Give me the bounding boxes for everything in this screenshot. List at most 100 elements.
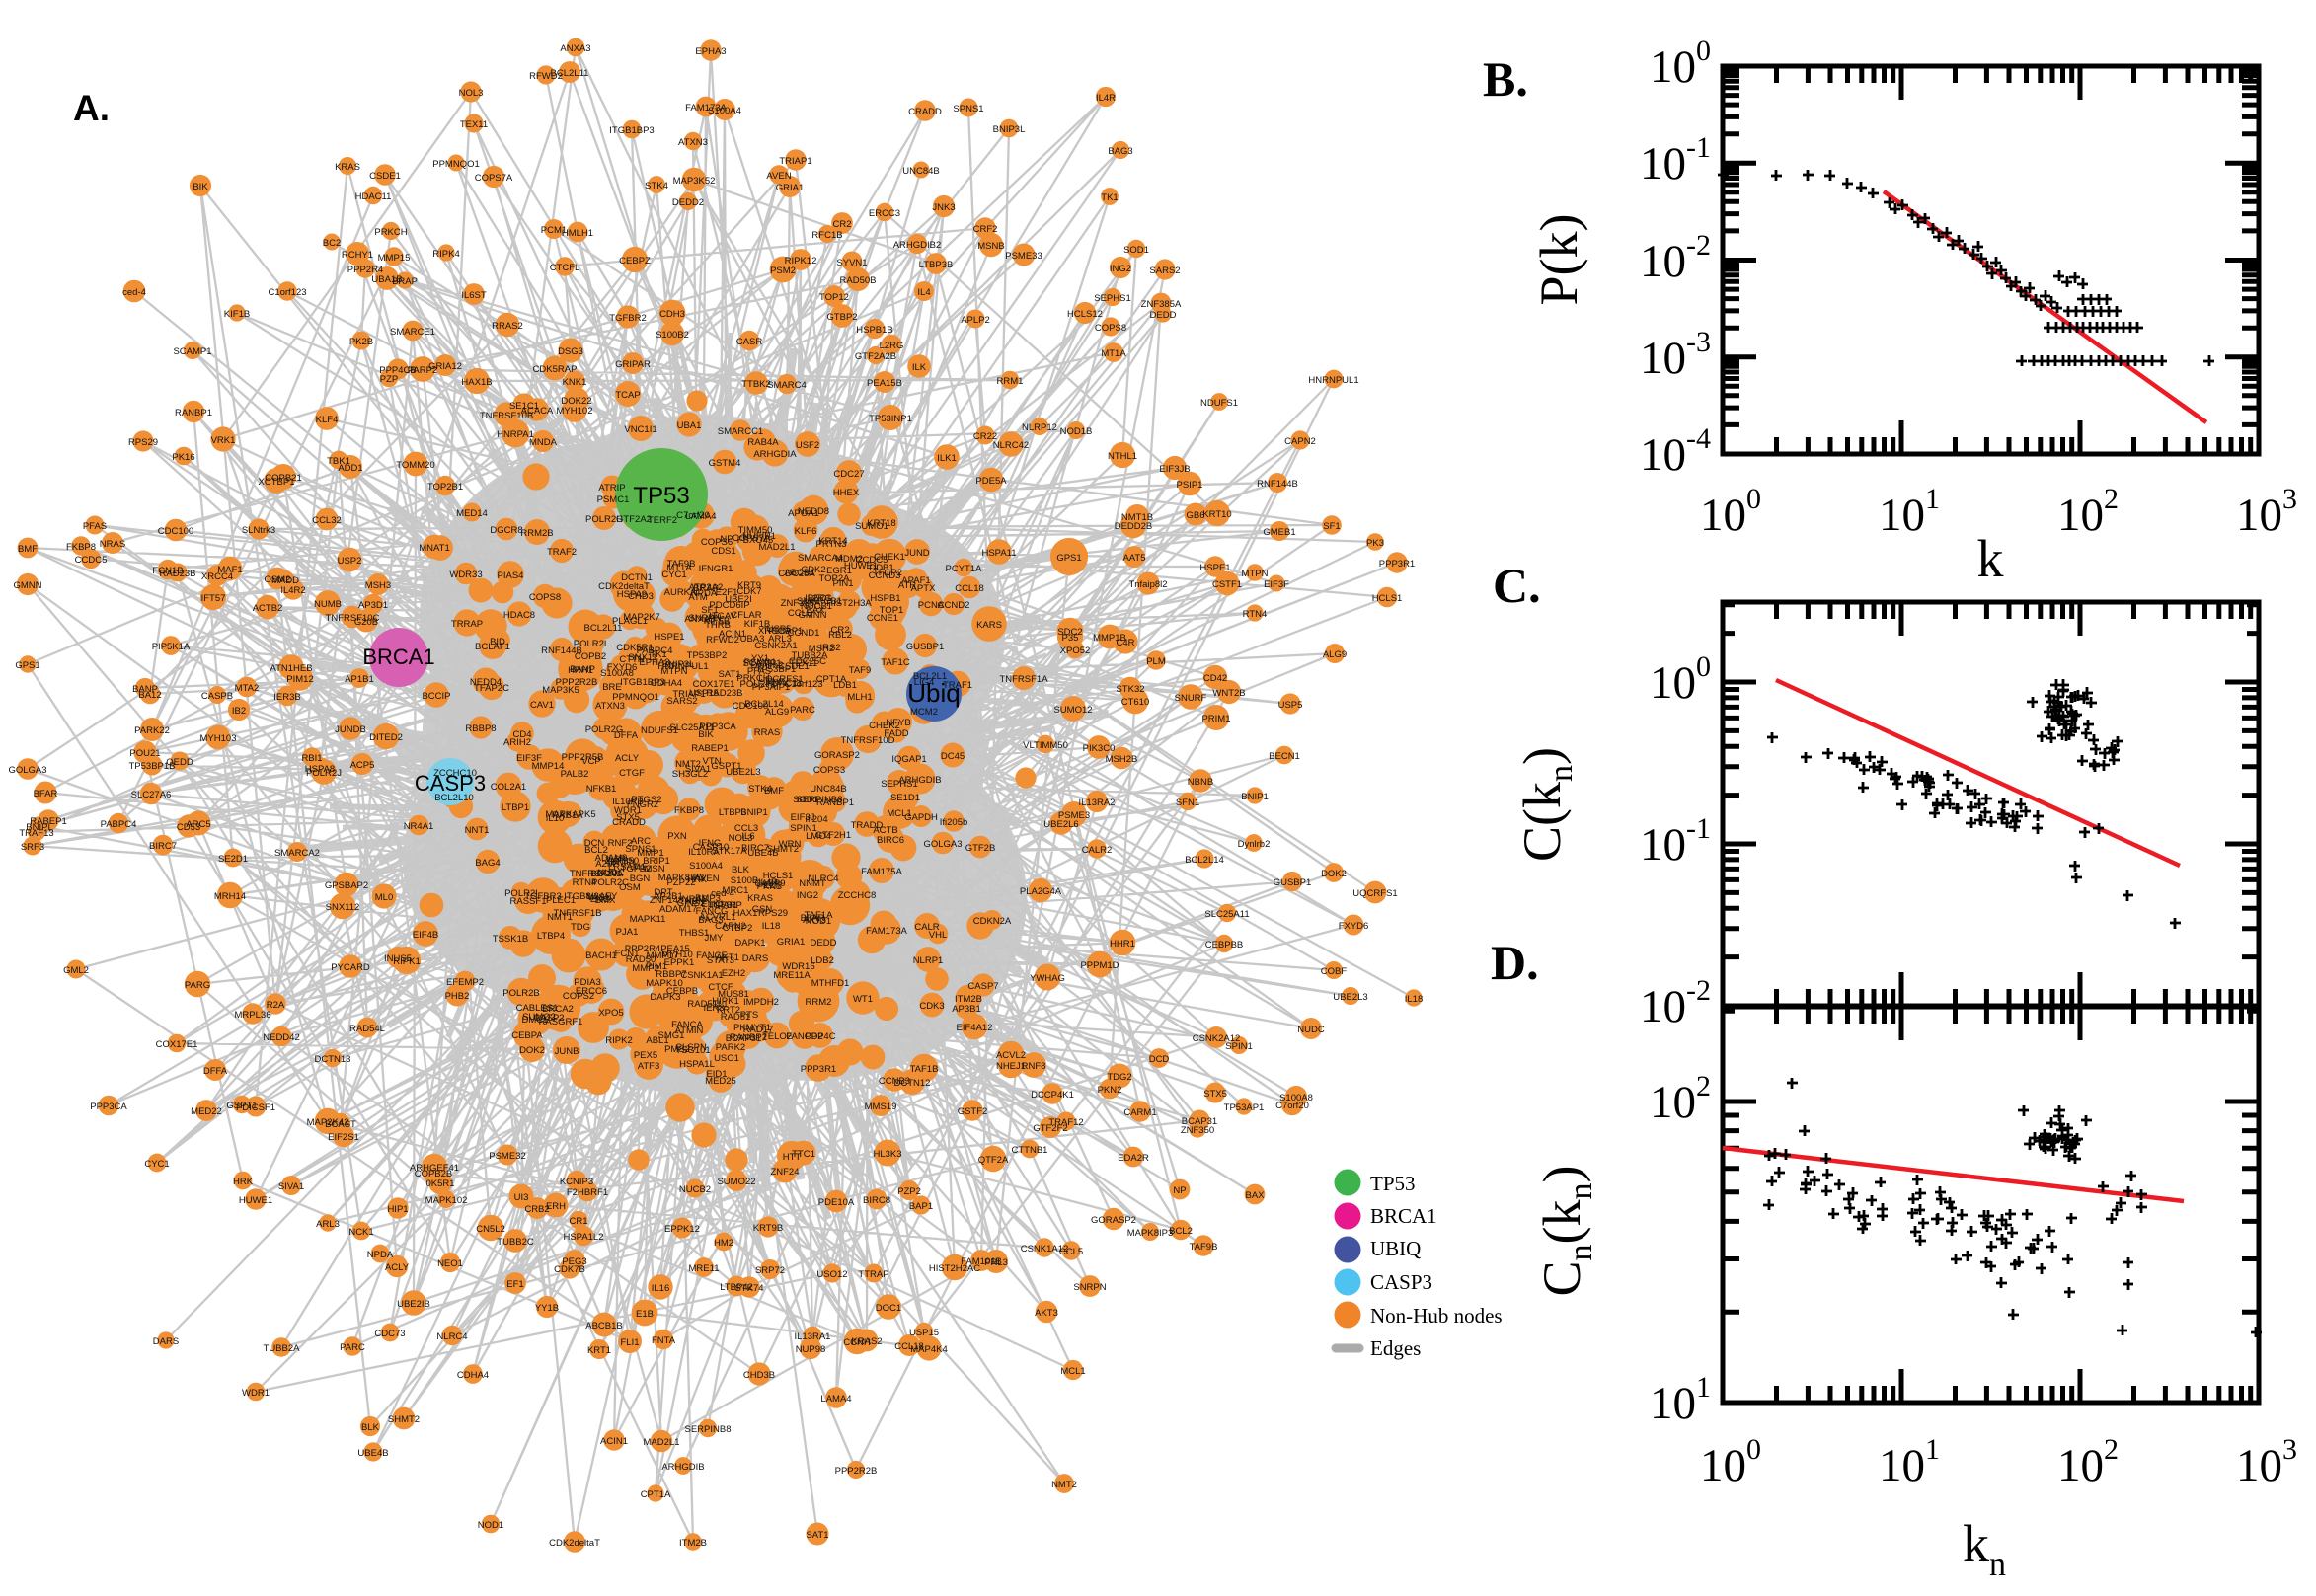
svg-text:TUBB2C: TUBB2C xyxy=(497,1237,534,1248)
svg-text:CCL18: CCL18 xyxy=(955,583,984,594)
svg-text:RBI1: RBI1 xyxy=(301,753,322,764)
svg-text:PYCARD: PYCARD xyxy=(331,962,370,973)
svg-text:GTF2A2B: GTF2A2B xyxy=(855,351,896,362)
svg-text:SMARCE1: SMARCE1 xyxy=(390,327,435,338)
svg-text:DCD: DCD xyxy=(1149,1054,1170,1065)
svg-text:MAP3K52: MAP3K52 xyxy=(673,176,716,187)
svg-text:CAPN2: CAPN2 xyxy=(715,921,746,932)
svg-text:TCAP: TCAP xyxy=(615,390,640,401)
svg-text:PSME33: PSME33 xyxy=(1005,251,1042,262)
svg-text:TOP2A: TOP2A xyxy=(819,573,851,584)
svg-text:FCN1B: FCN1B xyxy=(152,566,183,576)
svg-text:BACH1: BACH1 xyxy=(585,950,617,961)
svg-text:HIST2H3A: HIST2H3A xyxy=(826,598,872,609)
svg-text:BLK: BLK xyxy=(732,865,750,875)
svg-text:RTN4: RTN4 xyxy=(573,877,597,888)
svg-text:TNFRSF1A: TNFRSF1A xyxy=(999,674,1048,685)
svg-text:BRCA1: BRCA1 xyxy=(1370,1204,1437,1228)
svg-text:COPS7A: COPS7A xyxy=(475,173,513,184)
svg-text:DITED2: DITED2 xyxy=(369,732,403,743)
svg-text:PSME32: PSME32 xyxy=(489,1151,526,1162)
svg-text:STK74: STK74 xyxy=(734,1283,763,1294)
svg-text:COX17E1: COX17E1 xyxy=(693,679,735,690)
svg-text:CCNB3: CCNB3 xyxy=(879,1076,910,1087)
svg-text:ITM2B: ITM2B xyxy=(955,994,982,1005)
svg-text:RFC1B: RFC1B xyxy=(811,230,842,241)
svg-text:MYH10: MYH10 xyxy=(661,950,693,960)
svg-text:HIST2H2AC: HIST2H2AC xyxy=(929,1263,980,1274)
svg-text:S100B: S100B xyxy=(731,875,759,886)
svg-text:PHB2: PHB2 xyxy=(445,991,470,1002)
svg-text:RABEP1: RABEP1 xyxy=(691,743,729,754)
svg-text:TFAP2C: TFAP2C xyxy=(474,683,509,694)
svg-text:KRT14: KRT14 xyxy=(818,536,847,547)
svg-text:MAPKAPK5: MAPKAPK5 xyxy=(545,809,595,820)
svg-text:DEDD2: DEDD2 xyxy=(672,197,704,208)
svg-text:NUCB2: NUCB2 xyxy=(679,1184,711,1195)
svg-text:CRADD: CRADD xyxy=(908,107,942,117)
svg-text:BID: BID xyxy=(490,637,505,647)
svg-text:CASP10: CASP10 xyxy=(693,842,729,853)
svg-text:HAX1B: HAX1B xyxy=(461,377,492,388)
svg-text:SNRPN: SNRPN xyxy=(688,613,721,624)
svg-text:POLR2G: POLR2G xyxy=(585,724,624,735)
svg-text:PEG3: PEG3 xyxy=(562,1256,586,1267)
svg-text:DCCP4K1: DCCP4K1 xyxy=(1031,1090,1074,1101)
svg-text:IL10: IL10 xyxy=(546,813,565,824)
svg-text:PRIM1: PRIM1 xyxy=(1201,714,1230,724)
svg-text:SCAMP1: SCAMP1 xyxy=(173,346,211,357)
svg-text:C7orf20: C7orf20 xyxy=(1275,1101,1309,1111)
svg-text:SNRPN: SNRPN xyxy=(1073,1282,1106,1293)
svg-text:FAM175A: FAM175A xyxy=(861,867,902,877)
svg-text:CTTN: CTTN xyxy=(619,654,644,665)
svg-text:KRT2: KRT2 xyxy=(717,1005,740,1016)
svg-text:D.: D. xyxy=(1491,935,1539,990)
svg-text:VCP: VCP xyxy=(581,756,601,767)
svg-text:RAD17: RAD17 xyxy=(743,1025,774,1035)
svg-text:HAX1: HAX1 xyxy=(733,908,758,919)
svg-text:BLK: BLK xyxy=(361,1422,380,1433)
svg-text:GRIA12: GRIA12 xyxy=(428,361,462,372)
svg-text:PCM1: PCM1 xyxy=(541,225,567,236)
svg-text:ARHGDIB2: ARHGDIB2 xyxy=(893,240,942,251)
svg-text:GTBP2: GTBP2 xyxy=(826,312,857,323)
svg-text:SE1C1: SE1C1 xyxy=(509,401,539,412)
svg-text:IL16: IL16 xyxy=(652,1283,670,1294)
svg-text:RBL2: RBL2 xyxy=(828,630,852,641)
svg-text:NUDC: NUDC xyxy=(597,868,625,878)
svg-text:PDE10A: PDE10A xyxy=(818,1197,855,1208)
svg-text:KNK1: KNK1 xyxy=(563,377,587,388)
svg-text:NLRP1: NLRP1 xyxy=(913,955,944,966)
svg-text:RANBP1: RANBP1 xyxy=(816,798,854,808)
svg-text:TAF9B: TAF9B xyxy=(667,559,696,570)
svg-text:MCM2: MCM2 xyxy=(910,707,938,718)
svg-text:NFKB1: NFKB1 xyxy=(586,784,617,795)
svg-text:ING2: ING2 xyxy=(1110,264,1131,274)
svg-text:CDK5R1: CDK5R1 xyxy=(616,643,654,653)
svg-text:MSH2: MSH2 xyxy=(809,644,834,654)
svg-text:MDM2: MDM2 xyxy=(835,554,863,565)
svg-text:Dynlrb2: Dynlrb2 xyxy=(1238,839,1271,850)
svg-text:UBE4B: UBE4B xyxy=(357,1448,388,1459)
svg-text:BRAP: BRAP xyxy=(693,583,719,594)
svg-text:BNIPL: BNIPL xyxy=(610,857,637,868)
svg-text:SE1D1: SE1D1 xyxy=(890,793,920,803)
svg-text:SH3GL2: SH3GL2 xyxy=(672,769,708,780)
svg-text:PRL3: PRL3 xyxy=(984,1257,1008,1268)
svg-text:MAF1: MAF1 xyxy=(217,565,242,575)
svg-text:USO12: USO12 xyxy=(816,1269,847,1280)
svg-text:VHL: VHL xyxy=(929,930,947,941)
svg-text:DARS: DARS xyxy=(153,1336,179,1347)
svg-text:KRAS2: KRAS2 xyxy=(851,1336,882,1347)
svg-text:TP53: TP53 xyxy=(1370,1172,1416,1195)
svg-text:BNIP1: BNIP1 xyxy=(1241,792,1268,802)
svg-text:ACLY: ACLY xyxy=(615,753,640,764)
svg-text:MAPK102: MAPK102 xyxy=(425,1195,468,1206)
svg-text:KIF1B: KIF1B xyxy=(744,619,770,630)
svg-text:NMT2: NMT2 xyxy=(1051,1480,1077,1490)
svg-text:RNF144B: RNF144B xyxy=(1257,479,1298,490)
svg-text:PIM1: PIM1 xyxy=(646,961,667,972)
svg-text:NOD1B: NOD1B xyxy=(1060,426,1093,437)
svg-text:CCL5: CCL5 xyxy=(788,608,811,619)
svg-text:ARHGDIA: ARHGDIA xyxy=(753,449,797,460)
